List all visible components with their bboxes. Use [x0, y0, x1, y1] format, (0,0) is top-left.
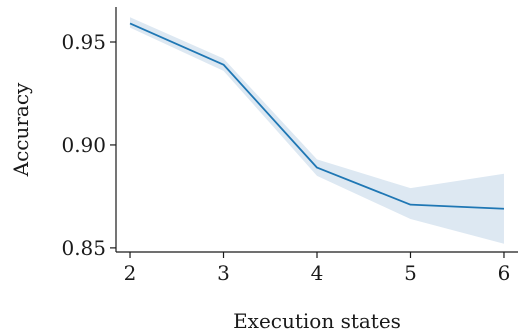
x-tick-label: 2 [124, 261, 137, 285]
series-line [129, 22, 505, 210]
y-tick-label: 0.85 [61, 236, 106, 260]
y-tick-label: 0.90 [61, 133, 106, 157]
confidence-band-layer [130, 17, 504, 244]
x-tick-label: 3 [217, 261, 230, 285]
x-tick-label: 4 [311, 261, 324, 285]
y-axis-title: Accuracy [9, 82, 33, 177]
confidence-band [130, 17, 504, 244]
series-line-layer [129, 22, 505, 210]
axes: 2 3 4 5 6 0.85 0.90 0.95 [61, 7, 518, 285]
y-tick-label: 0.95 [61, 30, 106, 54]
x-tick-label: 6 [498, 261, 511, 285]
x-axis-title: Execution states [233, 309, 401, 333]
x-tick-label: 5 [404, 261, 417, 285]
